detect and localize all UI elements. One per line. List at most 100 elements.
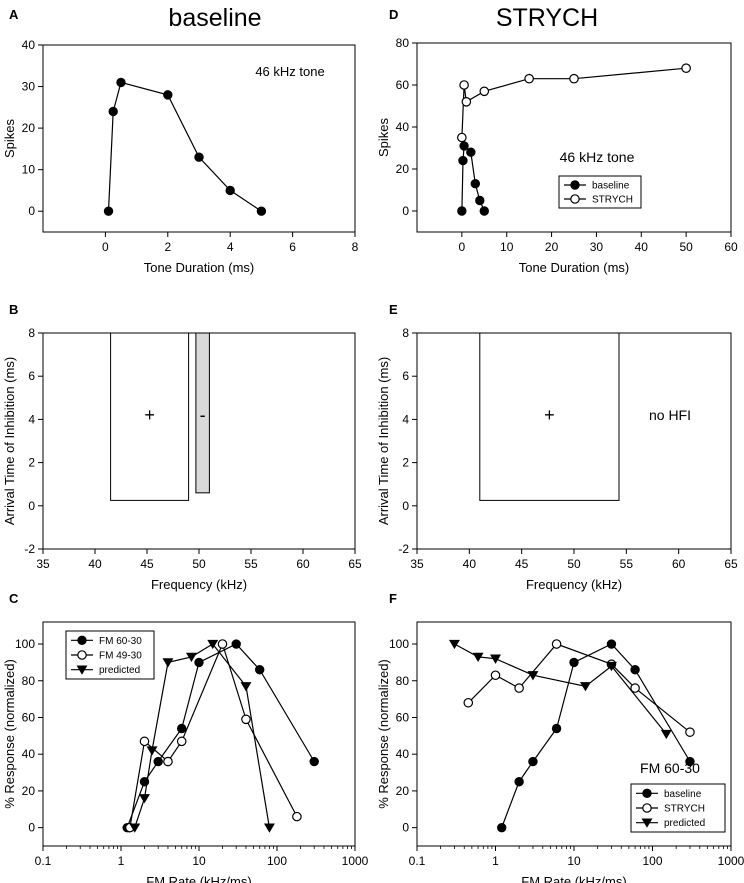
data-point bbox=[461, 97, 472, 107]
y-tick-label: 30 bbox=[22, 80, 36, 94]
y-tick-label: 0 bbox=[28, 204, 35, 218]
legend-label: FM 49-30 bbox=[99, 651, 142, 662]
data-point bbox=[514, 683, 524, 693]
y-tick-label: 40 bbox=[396, 747, 410, 761]
data-point bbox=[569, 73, 579, 84]
x-tick-label: 2 bbox=[164, 240, 171, 254]
series-line-baseline bbox=[107, 81, 262, 212]
panel-F: F 0.1 1 10 100 1000 0 20 40 60 80 100 FM Rate (kHz/m… bbox=[376, 591, 744, 883]
legend-marker bbox=[641, 818, 653, 828]
x-axis-title: Tone Duration (ms) bbox=[519, 260, 630, 275]
y-tick-label: 0 bbox=[402, 204, 409, 218]
annotation: 46 kHz tone bbox=[560, 149, 635, 165]
x-axis-title: Frequency (kHz) bbox=[151, 577, 247, 592]
data-point bbox=[309, 756, 319, 767]
y-tick-label: 10 bbox=[22, 163, 36, 177]
data-point bbox=[263, 823, 275, 833]
data-point bbox=[472, 652, 484, 663]
x-tick-label: 60 bbox=[724, 240, 738, 254]
legend-label: baseline bbox=[592, 181, 630, 192]
y-tick-label: 2 bbox=[402, 456, 409, 470]
data-point bbox=[630, 665, 640, 675]
data-point bbox=[163, 756, 173, 767]
data-point bbox=[466, 147, 476, 157]
data-point bbox=[605, 661, 617, 672]
y-tick-label: 100 bbox=[15, 637, 35, 651]
x-axis-title: Frequency (kHz) bbox=[526, 577, 622, 592]
y-axis-title: % Response (normalized) bbox=[2, 659, 17, 809]
rect-label-excitatory: + bbox=[144, 405, 155, 425]
x-tick-label: 0.1 bbox=[409, 854, 426, 868]
data-point bbox=[185, 652, 197, 663]
x-tick-label: 60 bbox=[296, 557, 310, 571]
data-point bbox=[685, 756, 695, 767]
y-tick-label: 80 bbox=[22, 674, 36, 688]
data-point bbox=[497, 822, 507, 833]
data-point bbox=[207, 639, 219, 650]
data-point bbox=[139, 794, 150, 804]
x-tick-label: 65 bbox=[348, 557, 362, 571]
data-point bbox=[254, 665, 265, 675]
rect-inhibitory bbox=[195, 332, 210, 494]
data-point bbox=[162, 658, 174, 668]
x-axis-title: FM Rate (kHz/ms) bbox=[146, 874, 251, 883]
data-point bbox=[579, 682, 591, 692]
panel-letter: B bbox=[9, 302, 18, 317]
x-tick-label: 60 bbox=[672, 557, 686, 571]
y-axis-title: Arrival Time of Inhibition (ms) bbox=[376, 357, 391, 525]
data-point bbox=[479, 206, 489, 216]
data-point bbox=[524, 73, 534, 84]
x-tick-label: 10 bbox=[192, 854, 206, 868]
data-point bbox=[116, 77, 126, 88]
data-point bbox=[108, 106, 118, 117]
data-point bbox=[630, 683, 640, 693]
legend-label: STRYCH bbox=[664, 804, 705, 815]
y-tick-label: 80 bbox=[396, 674, 410, 688]
x-tick-label: 1 bbox=[492, 854, 499, 868]
legend-marker bbox=[77, 650, 87, 660]
x-tick-label: 55 bbox=[620, 557, 634, 571]
panel-D: D 0 10 20 30 40 50 60 0 20 40 60 80 Tone Duration (ms… bbox=[376, 7, 738, 275]
x-tick-label: 40 bbox=[88, 557, 102, 571]
rect-excitatory bbox=[110, 332, 190, 501]
y-tick-label: 80 bbox=[396, 36, 410, 50]
y-tick-label: 20 bbox=[396, 784, 410, 798]
x-tick-label: 1000 bbox=[342, 854, 369, 868]
x-tick-label: 10 bbox=[500, 240, 514, 254]
data-point bbox=[129, 823, 141, 833]
x-tick-label: 100 bbox=[267, 854, 287, 868]
data-point bbox=[240, 682, 252, 692]
legend-label: predicted bbox=[664, 818, 705, 829]
data-point bbox=[660, 729, 672, 740]
data-point bbox=[146, 746, 158, 756]
x-tick-label: 45 bbox=[515, 557, 529, 571]
data-point bbox=[459, 141, 469, 151]
data-point bbox=[163, 90, 173, 100]
legend-marker bbox=[77, 635, 87, 646]
data-point bbox=[463, 697, 474, 708]
data-point bbox=[470, 179, 481, 189]
data-point bbox=[459, 80, 469, 90]
panel-letter: F bbox=[389, 591, 397, 606]
data-point bbox=[458, 155, 468, 166]
legend-marker bbox=[76, 665, 88, 675]
y-tick-label: 6 bbox=[28, 369, 35, 383]
y-axis-title: % Response (normalized) bbox=[376, 659, 391, 809]
data-point bbox=[231, 639, 241, 649]
data-point bbox=[139, 777, 150, 787]
data-point bbox=[256, 206, 267, 216]
x-tick-label: 0 bbox=[102, 240, 109, 254]
header-baseline: baseline bbox=[168, 4, 261, 32]
data-point bbox=[490, 670, 501, 681]
data-point bbox=[103, 206, 114, 216]
x-tick-label: 0.1 bbox=[35, 854, 52, 868]
y-tick-label: 100 bbox=[389, 637, 409, 651]
data-point bbox=[139, 736, 150, 747]
plot-frame bbox=[42, 44, 356, 233]
x-tick-label: 35 bbox=[36, 557, 50, 571]
panel-B: B 35 40 45 50 55 60 65 -2 0 2 4 6 8 Frequency (kHz) Arr… bbox=[2, 302, 362, 592]
x-tick-label: 1000 bbox=[718, 854, 744, 868]
legend-marker bbox=[642, 803, 652, 813]
